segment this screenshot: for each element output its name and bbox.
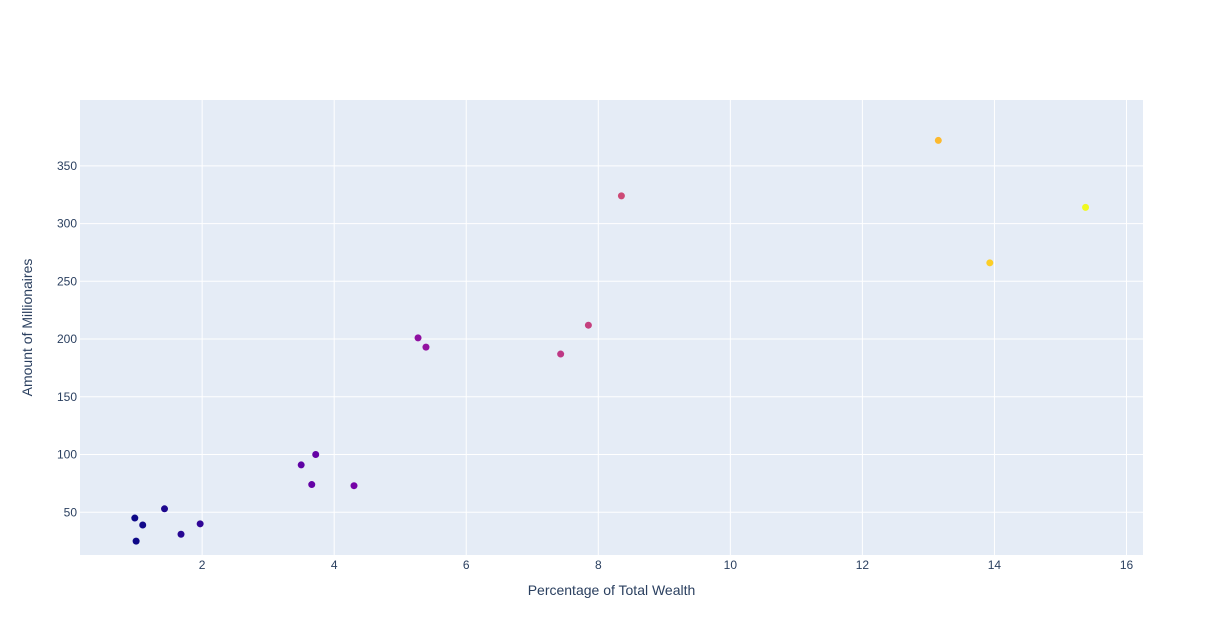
x-axis-title: Percentage of Total Wealth <box>528 582 696 598</box>
x-tick-label: 16 <box>1120 558 1134 572</box>
scatter-point[interactable] <box>986 259 994 267</box>
y-tick-label: 200 <box>57 332 77 346</box>
y-tick-label: 150 <box>57 390 77 404</box>
scatter-point[interactable] <box>308 481 316 489</box>
scatter-point[interactable] <box>131 514 139 522</box>
data-points <box>131 136 1090 545</box>
x-tick-label: 6 <box>463 558 470 572</box>
scatter-point[interactable] <box>312 451 320 459</box>
y-tick-label: 100 <box>57 448 77 462</box>
scatter-point[interactable] <box>350 482 358 490</box>
scatter-point[interactable] <box>557 350 565 358</box>
x-tick-label: 10 <box>724 558 738 572</box>
scatter-point[interactable] <box>414 334 422 342</box>
y-axis-title: Amount of Millionaires <box>19 259 35 397</box>
y-tick-label: 300 <box>57 217 77 231</box>
scatter-point[interactable] <box>297 461 305 469</box>
scatter-point[interactable] <box>161 505 169 513</box>
scatter-point[interactable] <box>196 520 204 528</box>
scatter-point[interactable] <box>1082 203 1090 211</box>
x-tick-label: 14 <box>988 558 1002 572</box>
y-tick-label: 50 <box>64 505 78 519</box>
tick-labels: 2 4 6 8 10 12 14 16 50 100 150 200 250 300 350 <box>57 159 1134 572</box>
scatter-point[interactable] <box>617 192 625 200</box>
plot-area <box>80 100 1143 555</box>
scatter-point[interactable] <box>132 537 140 545</box>
x-tick-label: 8 <box>595 558 602 572</box>
y-tick-label: 350 <box>57 159 77 173</box>
x-tick-label: 12 <box>856 558 870 572</box>
scatter-point[interactable] <box>177 530 185 538</box>
scatter-point[interactable] <box>139 521 147 529</box>
x-tick-label: 2 <box>199 558 206 572</box>
scatter-point[interactable] <box>934 136 942 144</box>
x-tick-label: 4 <box>331 558 338 572</box>
y-tick-label: 250 <box>57 274 77 288</box>
scatter-point[interactable] <box>584 321 592 329</box>
grid-lines <box>80 100 1143 555</box>
scatter-point[interactable] <box>422 343 430 351</box>
